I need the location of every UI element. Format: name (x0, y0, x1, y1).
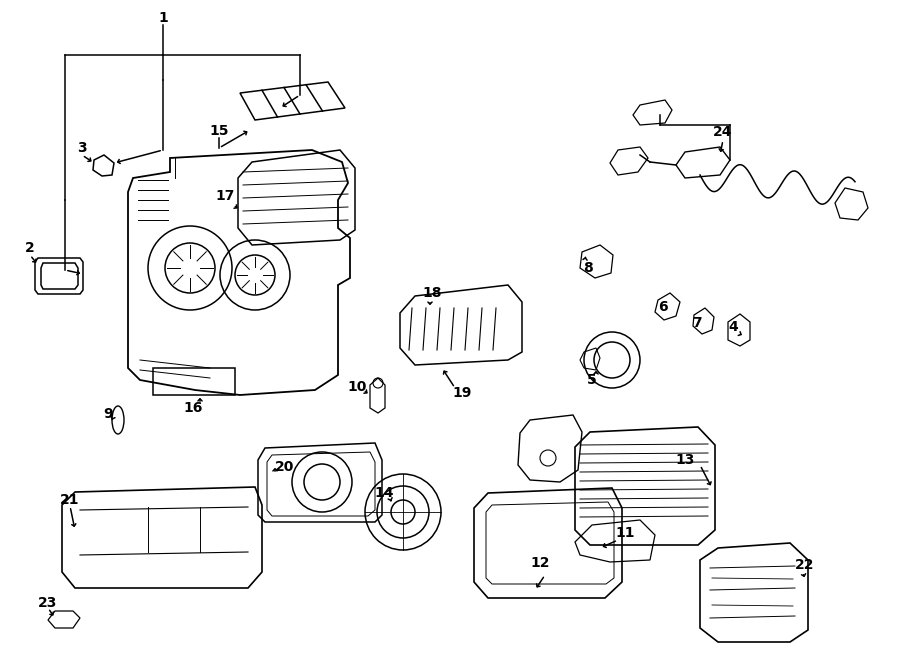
Text: 19: 19 (453, 386, 472, 400)
Text: 20: 20 (275, 460, 294, 474)
Text: 14: 14 (374, 486, 394, 500)
Text: 10: 10 (347, 380, 366, 394)
Text: 21: 21 (60, 493, 80, 507)
Text: 13: 13 (675, 453, 695, 467)
Text: 6: 6 (658, 300, 668, 314)
Text: 15: 15 (209, 124, 229, 138)
Text: 4: 4 (728, 320, 738, 334)
Text: 16: 16 (184, 401, 202, 415)
Text: 1: 1 (158, 11, 168, 25)
Text: 23: 23 (39, 596, 58, 610)
Text: 22: 22 (796, 558, 814, 572)
Text: 2: 2 (25, 241, 35, 255)
Text: 8: 8 (583, 261, 593, 275)
Text: 5: 5 (587, 373, 597, 387)
Text: 12: 12 (530, 556, 550, 570)
Text: 3: 3 (77, 141, 86, 155)
Text: 11: 11 (616, 526, 634, 540)
Text: 18: 18 (422, 286, 442, 300)
Text: 9: 9 (104, 407, 112, 421)
Text: 17: 17 (215, 189, 235, 203)
Text: 24: 24 (713, 125, 733, 139)
Text: 7: 7 (692, 316, 702, 330)
